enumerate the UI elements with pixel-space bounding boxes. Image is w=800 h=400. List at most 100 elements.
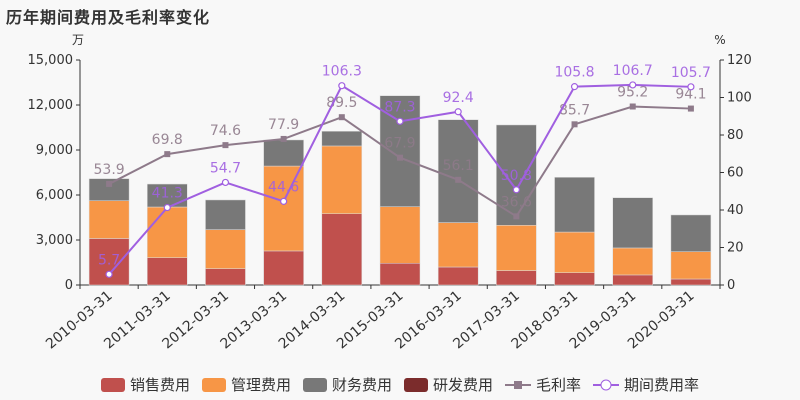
point-期间费用率 — [570, 83, 579, 91]
data-label-毛利率: 36.6 — [501, 194, 532, 210]
legend-swatch — [201, 377, 226, 392]
bar-财务费用 — [88, 178, 130, 201]
point-期间费用率 — [221, 178, 230, 187]
left-tick-label: 12,000 — [28, 98, 74, 113]
point-期间费用率 — [512, 186, 520, 194]
legend-swatch — [404, 377, 428, 392]
data-label-期间费用率: 105.8 — [554, 65, 594, 81]
legend-label: 财务费用 — [331, 376, 392, 394]
legend-item[interactable]: 销售费用 — [100, 374, 190, 395]
legend-label: 管理费用 — [230, 376, 291, 394]
left-tick-label: 3,000 — [36, 233, 73, 248]
bar-财务费用 — [321, 131, 363, 147]
legend-line-icon — [505, 380, 532, 389]
data-label-毛利率: 53.9 — [94, 162, 125, 178]
data-label-期间费用率: 5.7 — [98, 252, 120, 268]
data-label-毛利率: 77.9 — [268, 117, 299, 133]
left-tick-label: 9,000 — [36, 143, 73, 158]
data-label-期间费用率: 106.3 — [322, 64, 362, 80]
point-期间费用率 — [105, 270, 113, 278]
point-期间费用率 — [163, 203, 171, 212]
bar-销售费用 — [554, 272, 595, 286]
legend-item[interactable]: 期间费用率 — [593, 374, 699, 395]
point-毛利率 — [222, 142, 229, 149]
right-tick-label: 60 — [727, 166, 744, 181]
data-label-期间费用率: 41.3 — [152, 186, 183, 202]
bar-管理费用 — [496, 225, 537, 271]
bar-销售费用 — [612, 274, 653, 286]
point-毛利率 — [338, 114, 345, 121]
bar-管理费用 — [612, 247, 653, 276]
data-label-毛利率: 94.1 — [675, 87, 706, 103]
bar-管理费用 — [554, 231, 595, 273]
bar-财务费用 — [205, 199, 246, 230]
bar-财务费用 — [612, 197, 653, 249]
point-毛利率 — [106, 180, 113, 187]
legend-label: 期间费用率 — [624, 376, 700, 394]
right-tick-label: 100 — [727, 91, 752, 106]
left-tick-label: 6,000 — [36, 188, 73, 203]
point-毛利率 — [571, 121, 578, 128]
bar-财务费用 — [437, 119, 479, 223]
data-label-毛利率: 67.9 — [384, 136, 415, 152]
data-label-期间费用率: 87.3 — [384, 99, 415, 115]
bar-销售费用 — [437, 266, 479, 286]
data-label-期间费用率: 106.7 — [613, 63, 653, 79]
bar-管理费用 — [88, 200, 130, 239]
bar-管理费用 — [147, 206, 188, 258]
legend-item[interactable]: 毛利率 — [505, 374, 581, 395]
bar-财务费用 — [670, 214, 712, 252]
left-tick-label: 15,000 — [28, 53, 74, 68]
point-毛利率 — [513, 213, 520, 220]
point-期间费用率 — [280, 197, 288, 205]
legend-label: 毛利率 — [536, 376, 582, 394]
data-label-期间费用率: 92.4 — [443, 90, 474, 106]
data-label-毛利率: 74.6 — [210, 123, 241, 139]
bar-销售费用 — [496, 270, 537, 286]
right-tick-label: 120 — [727, 53, 752, 68]
right-tick-label: 0 — [727, 278, 735, 293]
left-unit: 万 — [72, 33, 84, 47]
right-tick-label: 40 — [727, 203, 744, 218]
point-毛利率 — [397, 154, 403, 161]
legend-line-icon — [593, 379, 620, 390]
data-label-期间费用率: 105.7 — [671, 65, 711, 81]
point-期间费用率 — [454, 108, 462, 116]
bar-管理费用 — [205, 229, 246, 269]
bar-财务费用 — [263, 139, 304, 167]
bar-管理费用 — [670, 251, 712, 280]
legend-label: 研发费用 — [433, 376, 494, 394]
legend-item[interactable]: 研发费用 — [404, 374, 493, 395]
right-tick-label: 80 — [727, 128, 744, 143]
right-unit: % — [714, 33, 725, 47]
point-毛利率 — [629, 103, 636, 110]
data-label-毛利率: 85.7 — [559, 102, 590, 118]
bar-财务费用 — [554, 177, 595, 233]
left-tick-label: 0 — [65, 278, 73, 293]
point-期间费用率 — [687, 83, 695, 91]
point-期间费用率 — [338, 82, 346, 90]
point-期间费用率 — [629, 81, 637, 89]
point-毛利率 — [687, 105, 694, 112]
data-label-毛利率: 69.8 — [152, 132, 183, 148]
legend-item[interactable]: 财务费用 — [302, 374, 392, 395]
bar-管理费用 — [437, 222, 479, 268]
legend: 销售费用 管理费用 财务费用 研发费用 毛利率 期间费用率 — [0, 374, 800, 395]
bar-销售费用 — [205, 268, 246, 286]
point-毛利率 — [280, 135, 287, 142]
point-毛利率 — [455, 176, 462, 183]
legend-swatch — [302, 377, 327, 392]
bar-管理费用 — [379, 206, 421, 264]
legend-label: 销售费用 — [129, 376, 190, 394]
data-label-毛利率: 95.2 — [617, 85, 648, 101]
bar-销售费用 — [263, 250, 304, 286]
legend-item[interactable]: 管理费用 — [201, 374, 291, 395]
data-label-毛利率: 56.1 — [443, 158, 474, 174]
data-label-期间费用率: 44.6 — [268, 179, 299, 195]
data-label-期间费用率: 54.7 — [210, 160, 241, 176]
point-毛利率 — [164, 151, 171, 158]
bar-销售费用 — [321, 213, 363, 286]
bar-销售费用 — [670, 278, 712, 286]
